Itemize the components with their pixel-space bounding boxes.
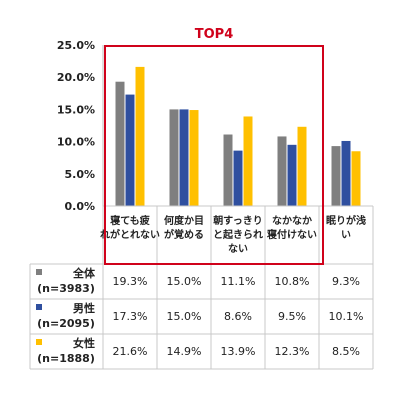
table-value: 17.3% xyxy=(113,310,148,323)
table-value: 12.3% xyxy=(275,345,310,358)
legend-swatch xyxy=(36,304,42,310)
table-value: 14.9% xyxy=(167,345,202,358)
y-tick-label: 5.0% xyxy=(64,168,95,181)
bar xyxy=(351,151,361,206)
category-label: 寝ても疲れがとれない xyxy=(100,214,160,241)
legend-swatch xyxy=(36,339,42,345)
legend-swatch xyxy=(36,269,42,275)
table-value: 8.6% xyxy=(224,310,252,323)
bar xyxy=(233,150,243,206)
category-label: 何度か目が覚める xyxy=(164,214,204,241)
bar xyxy=(277,136,287,206)
table-value: 13.9% xyxy=(221,345,256,358)
bar xyxy=(331,146,341,206)
y-tick-label: 25.0% xyxy=(57,39,95,52)
bar xyxy=(223,134,233,206)
bar xyxy=(115,81,125,206)
table-value: 19.3% xyxy=(113,275,148,288)
y-tick-label: 15.0% xyxy=(57,103,95,116)
top4-label: TOP4 xyxy=(195,27,234,42)
table-value: 8.5% xyxy=(332,345,360,358)
category-label: 眠りが浅い xyxy=(326,214,366,241)
series-name: 男性(n=2095) xyxy=(37,301,95,330)
bar xyxy=(179,109,189,206)
y-tick-label: 20.0% xyxy=(57,71,95,84)
table-value: 15.0% xyxy=(167,275,202,288)
y-tick-label: 0.0% xyxy=(64,200,95,213)
table-value: 21.6% xyxy=(113,345,148,358)
bar xyxy=(297,126,307,206)
table-value: 15.0% xyxy=(167,310,202,323)
bar xyxy=(243,116,253,206)
table-value: 11.1% xyxy=(221,275,256,288)
series-name: 女性(n=1888) xyxy=(37,336,95,365)
bar xyxy=(287,144,297,206)
bar xyxy=(125,94,135,206)
bar xyxy=(341,140,351,206)
table-value: 9.5% xyxy=(278,310,306,323)
table-value: 10.1% xyxy=(329,310,364,323)
series-name: 全体(n=3983) xyxy=(37,266,96,295)
category-label: 朝すっきりと起きられない xyxy=(213,214,263,255)
bar xyxy=(169,109,179,206)
y-tick-label: 10.0% xyxy=(57,136,95,149)
table-value: 10.8% xyxy=(275,275,310,288)
bar xyxy=(189,110,199,206)
bar xyxy=(135,66,145,206)
table-value: 9.3% xyxy=(332,275,360,288)
top4-highlight-box xyxy=(104,45,324,265)
category-label: なかなか寝付けない xyxy=(267,215,317,241)
